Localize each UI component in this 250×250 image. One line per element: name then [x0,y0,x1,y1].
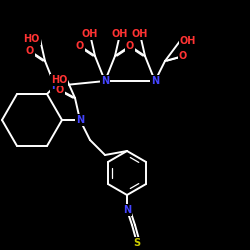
Text: OH: OH [112,29,128,39]
Text: OH: OH [132,29,148,39]
Text: OH: OH [82,29,98,39]
Text: O: O [76,41,84,51]
Text: N: N [51,81,59,91]
Text: S: S [134,238,140,248]
Text: N: N [123,205,131,215]
Text: N: N [101,76,109,86]
Text: OH: OH [180,36,196,46]
Text: O: O [126,41,134,51]
Text: N: N [76,115,84,125]
Text: O: O [56,85,64,95]
Text: O: O [179,51,187,61]
Text: HO: HO [50,75,67,85]
Text: O: O [26,46,34,56]
Text: O: O [126,41,134,51]
Text: HO: HO [24,34,40,44]
Text: N: N [151,76,159,86]
